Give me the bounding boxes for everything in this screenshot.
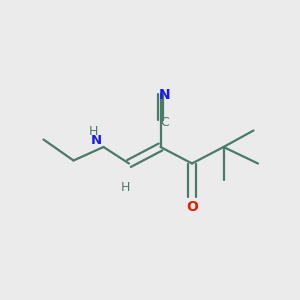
Text: C: C xyxy=(160,116,169,129)
Text: N: N xyxy=(159,88,170,102)
Text: O: O xyxy=(186,200,198,214)
Text: N: N xyxy=(91,134,102,148)
Text: H: H xyxy=(89,125,98,139)
Text: H: H xyxy=(121,181,130,194)
